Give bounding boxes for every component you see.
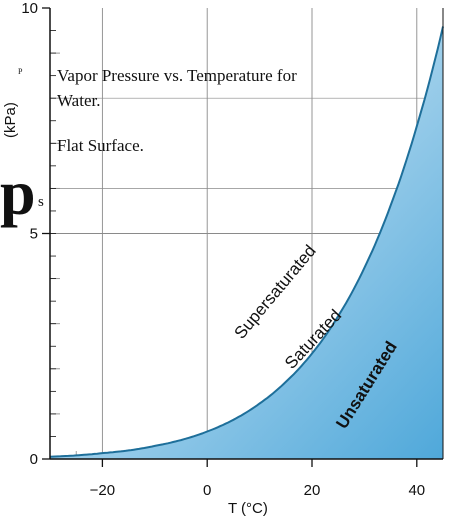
x-tick-label: 20 (304, 482, 321, 499)
y-axis-units: (kPa) (2, 102, 19, 138)
y-tick-label: 0 (30, 451, 38, 468)
chart-subtitle: Flat Surface. (57, 136, 144, 155)
chart-title-line-2: Water. (57, 91, 100, 110)
chart-title-line-1: Vapor Pressure vs. Temperature for (57, 66, 297, 85)
y-minor-ticks (50, 30, 56, 437)
tick-labels: 0 5 10 −20 0 20 40 (21, 0, 425, 499)
saturation-curve (49, 26, 444, 458)
x-axis-label: T (°C) (228, 500, 268, 517)
region-label-supersaturated: Supersaturated (231, 241, 320, 342)
unsaturated-area (50, 26, 443, 459)
y-tick-label: 10 (21, 0, 38, 17)
x-tick-label: −20 (90, 482, 115, 499)
x-tick-label: 0 (203, 482, 211, 499)
y-axis-small-label: P (18, 67, 23, 76)
axes (42, 7, 444, 467)
y-axis-symbol: p (0, 157, 36, 228)
y-axis-symbol-subscript: s (38, 194, 44, 210)
x-tick-label: 40 (408, 482, 425, 499)
y-tick-label: 5 (30, 226, 38, 243)
